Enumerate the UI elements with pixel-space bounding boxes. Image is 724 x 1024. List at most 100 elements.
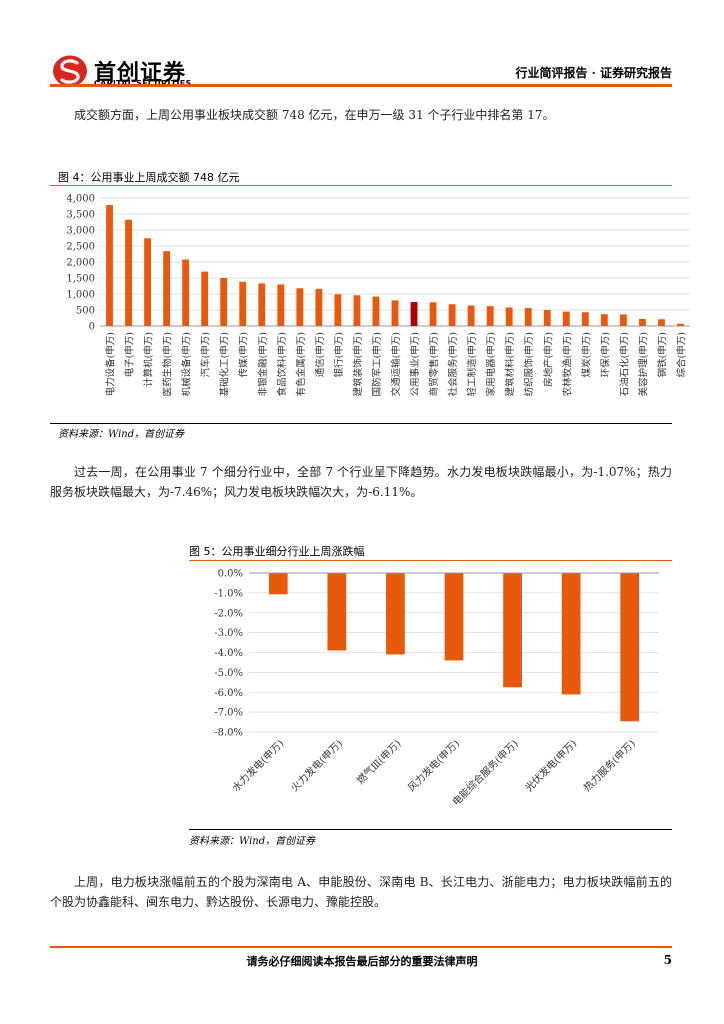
bar [327,573,347,651]
x-tick-label: 传媒(申万) [238,332,250,377]
x-tick-label: 公用事业(申万) [409,332,421,396]
x-tick-label: 家用电器(申万) [485,332,497,396]
report-type: 行业简评报告 · 证券研究报告 [515,66,672,80]
figure-4-title: 图 4：公用事业上周成交额 748 亿元 [58,171,240,184]
page-number: 5 [663,953,672,967]
y-tick-label: -5.0% [214,668,243,679]
bar [268,573,288,595]
footer-disclaimer: 请务必仔细阅读本报告最后部分的重要法律声明 [246,955,478,968]
figure-5-bottom-rule [189,829,672,830]
bar [503,573,522,688]
y-tick-label: 2,500 [66,242,95,253]
y-tick-label: -8.0% [214,728,243,739]
bar [467,305,475,326]
x-tick-label: 有色金属(申万) [295,332,307,396]
x-tick-label: 美容护理(申万) [637,332,649,396]
sub-industry-change-chart: 0.0% -1.0% -2.0% -3.0% -4.0% -5.0% -6.0% -7.0% -… [214,569,659,808]
bar [486,306,494,326]
x-tick-label: 机械设备(申万) [181,332,193,396]
x-tick-label: 火力发电(申万) [288,737,345,794]
x-tick-label: 房地产(申万) [542,332,554,387]
y-tick-label: 1,500 [66,274,95,285]
y-tick-label: 0 [89,322,95,333]
bar [106,205,113,326]
bar [410,302,418,326]
bar [562,311,570,326]
bar [581,312,589,326]
y-tick-label: 3,000 [66,226,95,237]
x-tick-label: 建筑材料(申万) [504,332,516,396]
x-tick-label: 水力发电(申万) [229,737,286,794]
figure-4-top-rule [50,185,672,186]
y-tick-label: -1.0% [214,588,243,599]
logo-text-en: CAPITAL SECURITIES [94,79,192,88]
figure-5-source: 资料来源：Wind，首创证券 [189,836,316,847]
y-tick-label: 1,000 [66,290,95,301]
bar [144,238,152,326]
x-tick-label: 商贸零售(申万) [428,332,440,396]
x-tick-label: 国防军工(申万) [371,332,383,396]
x-tick-label: 燃气Ⅲ(申万) [354,737,404,787]
y-tick-label: 2,000 [66,258,95,269]
x-tick-label: 通信(申万) [314,332,326,377]
y-tick-label: 500 [76,306,95,317]
bar [201,271,209,326]
x-tick-label: 基础化工(申万) [219,332,231,396]
bar [372,296,380,326]
bar [277,284,285,326]
y-tick-label: -6.0% [214,688,243,699]
x-tick-label: 农林牧渔(申万) [561,332,573,396]
bar [619,314,627,326]
x-tick-label: 计算机(申万) [143,332,155,387]
bar [182,259,190,326]
x-tick-label: 医药生物(申万) [162,332,174,396]
x-tick-label: 交通运输(申万) [390,332,402,396]
x-tick-label: 建筑装饰(申万) [352,332,364,396]
x-tick-label: 煤炭(申万) [580,332,592,377]
bar [125,219,132,326]
figure-4-source: 资料来源：Wind，首创证券 [58,429,185,440]
x-tick-label: 社会服务(申万) [447,332,459,396]
figure-5-top-rule [189,560,672,561]
paragraph-top-stocks: 上周，电力板块涨幅前五的个股为深南电 A、申能股份、深南电 B、长江电力、浙能电… [50,875,672,909]
bar [220,278,228,326]
bar [386,573,405,655]
x-tick-label: 环保(申万) [599,332,611,377]
bar [505,307,513,326]
bar [163,251,171,326]
x-tick-label: 非银金融(申万) [257,332,269,396]
logo-text-cn: 首创证券 [94,61,187,86]
figure-5-title: 图 5：公用事业细分行业上周涨跌幅 [189,545,365,558]
y-tick-label: 3,500 [66,210,95,221]
x-tick-label: 纺织服饰(申万) [523,332,535,396]
x-tick-label: 风力发电(申万) [405,737,462,794]
bar [524,308,532,326]
bar [334,294,342,326]
x-tick-label: 电子(申万) [124,332,136,377]
header-divider [50,84,672,87]
x-tick-label: 汽车(申万) [200,332,212,377]
x-tick-label: 光伏发电(申万) [522,737,579,794]
y-tick-label: -3.0% [214,628,243,639]
y-tick-label: -7.0% [214,708,243,719]
y-tick-label: 4,000 [66,194,95,205]
x-tick-label: 热力服务(申万) [581,737,638,794]
paragraph-sub-industries: 过去一周，在公用事业 7 个细分行业中，全部 7 个行业呈下降趋势。水力发电板块… [50,465,672,499]
footer-divider [50,946,672,948]
paragraph-turnover: 成交额方面，上周公用事业板块成交额 748 亿元，在申万一级 31 个子行业中排… [74,108,555,122]
y-tick-label: -4.0% [214,648,243,659]
bar [239,281,247,326]
x-tick-label: 电力设备(申万) [105,332,117,396]
bar [429,302,437,326]
bar [600,314,608,326]
x-tick-label: 银行(申万) [333,332,345,377]
x-tick-label: 食品饮料(申万) [276,332,288,396]
bar [258,283,266,326]
turnover-bar-chart: 4,0003,5003,0002,5002,0001,5001,0005000电… [66,194,690,396]
bar [620,573,640,722]
bar [296,288,304,326]
bar [561,573,581,695]
x-tick-label: 石油石化(申万) [618,332,630,396]
bar [391,300,399,326]
bar [444,573,464,661]
